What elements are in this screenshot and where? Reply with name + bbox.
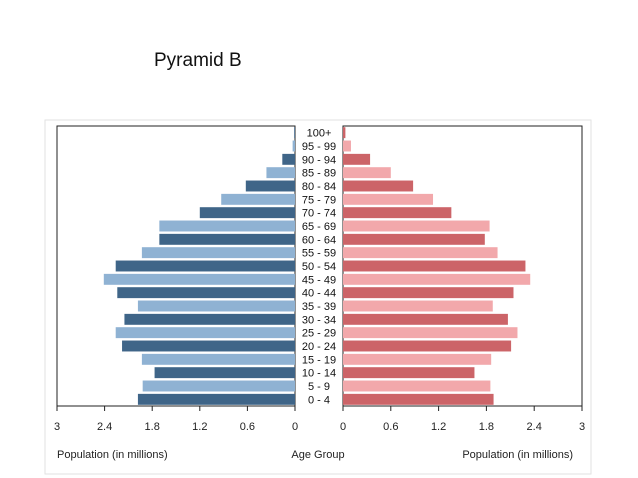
bar-right-15-19 [343,353,492,365]
bar-right-100+ [343,127,346,139]
age-group-label: 45 - 49 [302,274,336,286]
bar-left-40-44 [117,287,295,299]
age-group-label: 25 - 29 [302,328,336,340]
bar-left-45-49 [103,273,295,285]
left-tick-label: 3 [54,421,60,433]
right-x-axis-label: Population (in millions) [462,449,573,461]
age-group-label: 30 - 34 [302,314,336,326]
bar-left-70-74 [199,207,295,219]
bar-left-0-4 [137,393,295,405]
bar-right-35-39 [343,300,493,312]
bar-right-40-44 [343,287,514,299]
age-group-label: 20 - 24 [302,341,336,353]
left-bars [103,127,295,405]
bar-left-55-59 [141,247,295,259]
bar-right-10-14 [343,367,475,379]
bar-left-85-89 [266,167,295,179]
bar-left-65-69 [159,220,295,232]
bar-right-60-64 [343,233,485,245]
right-tick-label: 3 [579,421,585,433]
age-group-label: 35 - 39 [302,301,336,313]
bar-right-85-89 [343,167,391,179]
left-tick-label: 1.2 [192,421,207,433]
age-group-label: 50 - 54 [302,261,336,273]
right-tick-label: 0.6 [383,421,398,433]
bar-right-75-79 [343,193,434,205]
age-group-label: 10 - 14 [302,368,336,380]
bar-right-90-94 [343,153,371,165]
bar-left-80-84 [245,180,295,192]
bar-left-35-39 [137,300,295,312]
bar-left-95-99 [292,140,295,152]
left-tick-label: 0 [292,421,298,433]
bar-right-70-74 [343,207,452,219]
age-group-label: 75 - 79 [302,194,336,206]
left-tick-label: 0.6 [240,421,255,433]
bar-right-5-9 [343,380,491,392]
center-axis-label: Age Group [291,449,344,461]
age-group-label: 40 - 44 [302,288,336,300]
age-group-label: 15 - 19 [302,354,336,366]
bar-right-25-29 [343,327,518,339]
bar-left-25-29 [115,327,295,339]
bar-left-100+ [294,127,295,139]
left-tick-label: 2.4 [97,421,112,433]
right-tick-label: 2.4 [527,421,542,433]
bar-right-0-4 [343,393,494,405]
right-tick-label: 1.2 [431,421,446,433]
bar-right-55-59 [343,247,498,259]
bar-left-20-24 [122,340,295,352]
bar-left-15-19 [141,353,295,365]
bar-right-65-69 [343,220,490,232]
left-x-axis-label: Population (in millions) [57,449,168,461]
right-tick-label: 1.8 [479,421,494,433]
right-tick-label: 0 [340,421,346,433]
right-bars [343,127,531,405]
bar-right-50-54 [343,260,526,272]
age-group-label: 95 - 99 [302,141,336,153]
bar-left-50-54 [115,260,295,272]
age-group-label: 0 - 4 [308,394,330,406]
bar-left-10-14 [154,367,295,379]
right-x-axis: 0 0.6 1.2 1.8 2.4 3 [340,406,585,433]
age-group-label: 100+ [307,128,332,140]
bar-left-60-64 [159,233,295,245]
bar-right-20-24 [343,340,512,352]
bar-right-30-34 [343,313,508,325]
bar-right-45-49 [343,273,531,285]
page-title: Pyramid B [154,50,242,71]
bar-left-90-94 [282,153,295,165]
bar-right-80-84 [343,180,414,192]
age-group-label: 70 - 74 [302,208,336,220]
bar-left-75-79 [221,193,295,205]
left-tick-label: 1.8 [145,421,160,433]
age-group-label: 90 - 94 [302,154,336,166]
bar-left-5-9 [142,380,295,392]
age-group-label: 60 - 64 [302,234,336,246]
age-group-label: 65 - 69 [302,221,336,233]
bar-right-95-99 [343,140,351,152]
age-group-label: 5 - 9 [308,381,330,393]
age-group-label: 80 - 84 [302,181,336,193]
chart-frame [44,119,592,475]
left-x-axis: 3 2.4 1.8 1.2 0.6 0 [54,406,298,433]
age-group-label: 85 - 89 [302,168,336,180]
age-group-label: 55 - 59 [302,248,336,260]
bar-left-30-34 [124,313,295,325]
